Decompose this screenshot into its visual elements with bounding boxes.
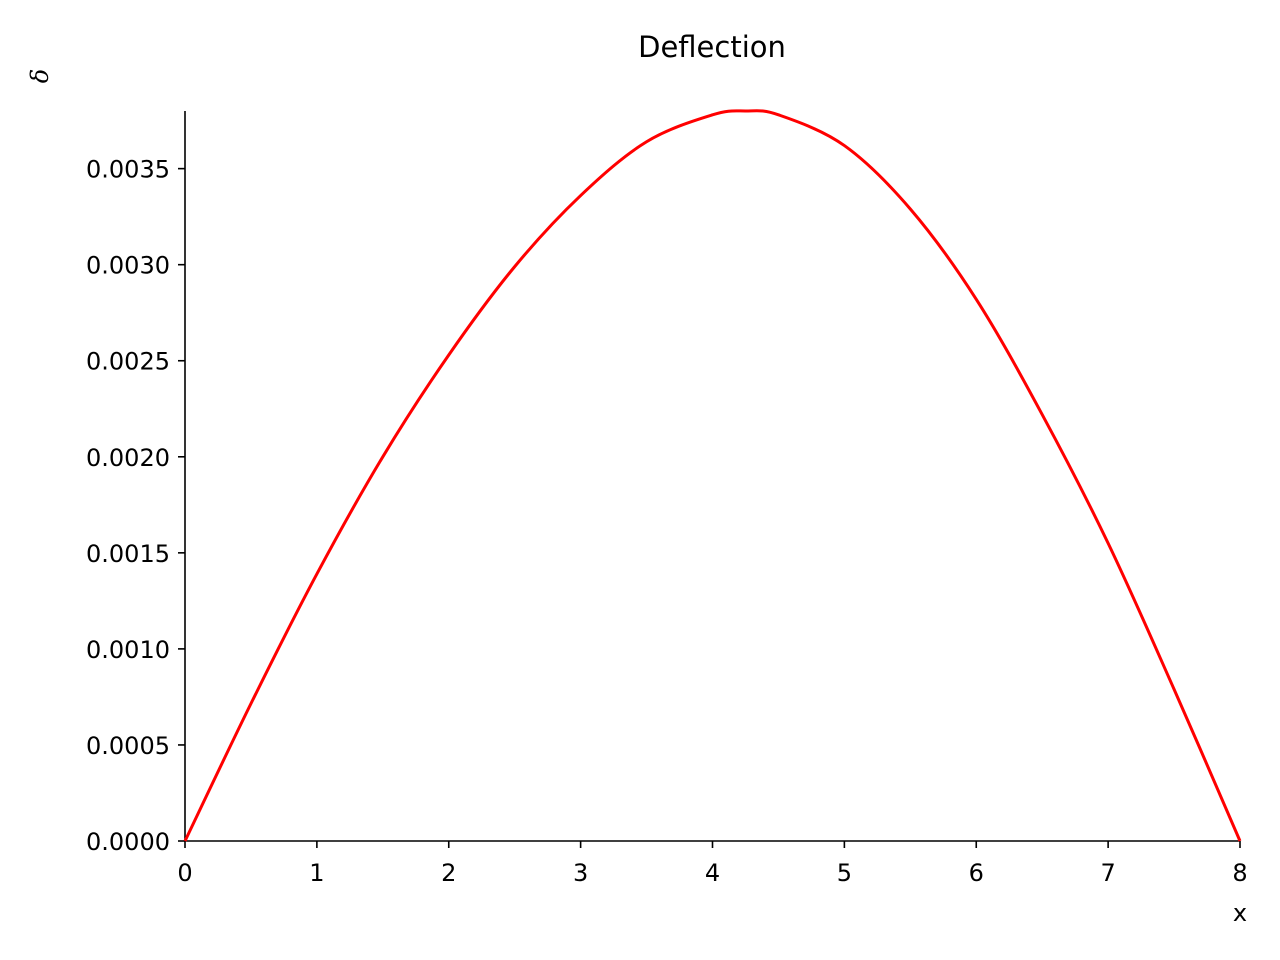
x-tick-label: 6 — [969, 859, 984, 887]
x-tick-label: 8 — [1232, 859, 1247, 887]
x-tick-label: 5 — [837, 859, 852, 887]
y-tick-label: 0.0020 — [86, 444, 170, 472]
series-group — [183, 109, 1242, 842]
x-tick-label: 0 — [177, 859, 192, 887]
y-tick-label: 0.0030 — [86, 252, 170, 280]
y-tick-label: 0.0035 — [86, 156, 170, 184]
x-tick-label: 1 — [309, 859, 324, 887]
y-tick-label: 0.0025 — [86, 348, 170, 376]
x-axis-label: x — [1233, 899, 1247, 927]
deflection-line — [183, 109, 1242, 842]
axes: 0 1 2 3 4 5 6 7 8 0.0000 0.0005 0.0010 0.0015 0.0020 0… — [86, 111, 1248, 887]
y-tick-label: 0.0005 — [86, 732, 170, 760]
y-tick-label: 0.0015 — [86, 540, 170, 568]
y-tick-label: 0.0000 — [86, 828, 170, 856]
chart-title: Deflection — [638, 30, 786, 64]
y-axis-label: δ — [26, 69, 54, 83]
x-tick-label: 4 — [705, 859, 720, 887]
x-tick-label: 3 — [573, 859, 588, 887]
x-tick-label: 7 — [1100, 859, 1115, 887]
x-tick-label: 2 — [441, 859, 456, 887]
y-tick-label: 0.0010 — [86, 636, 170, 664]
